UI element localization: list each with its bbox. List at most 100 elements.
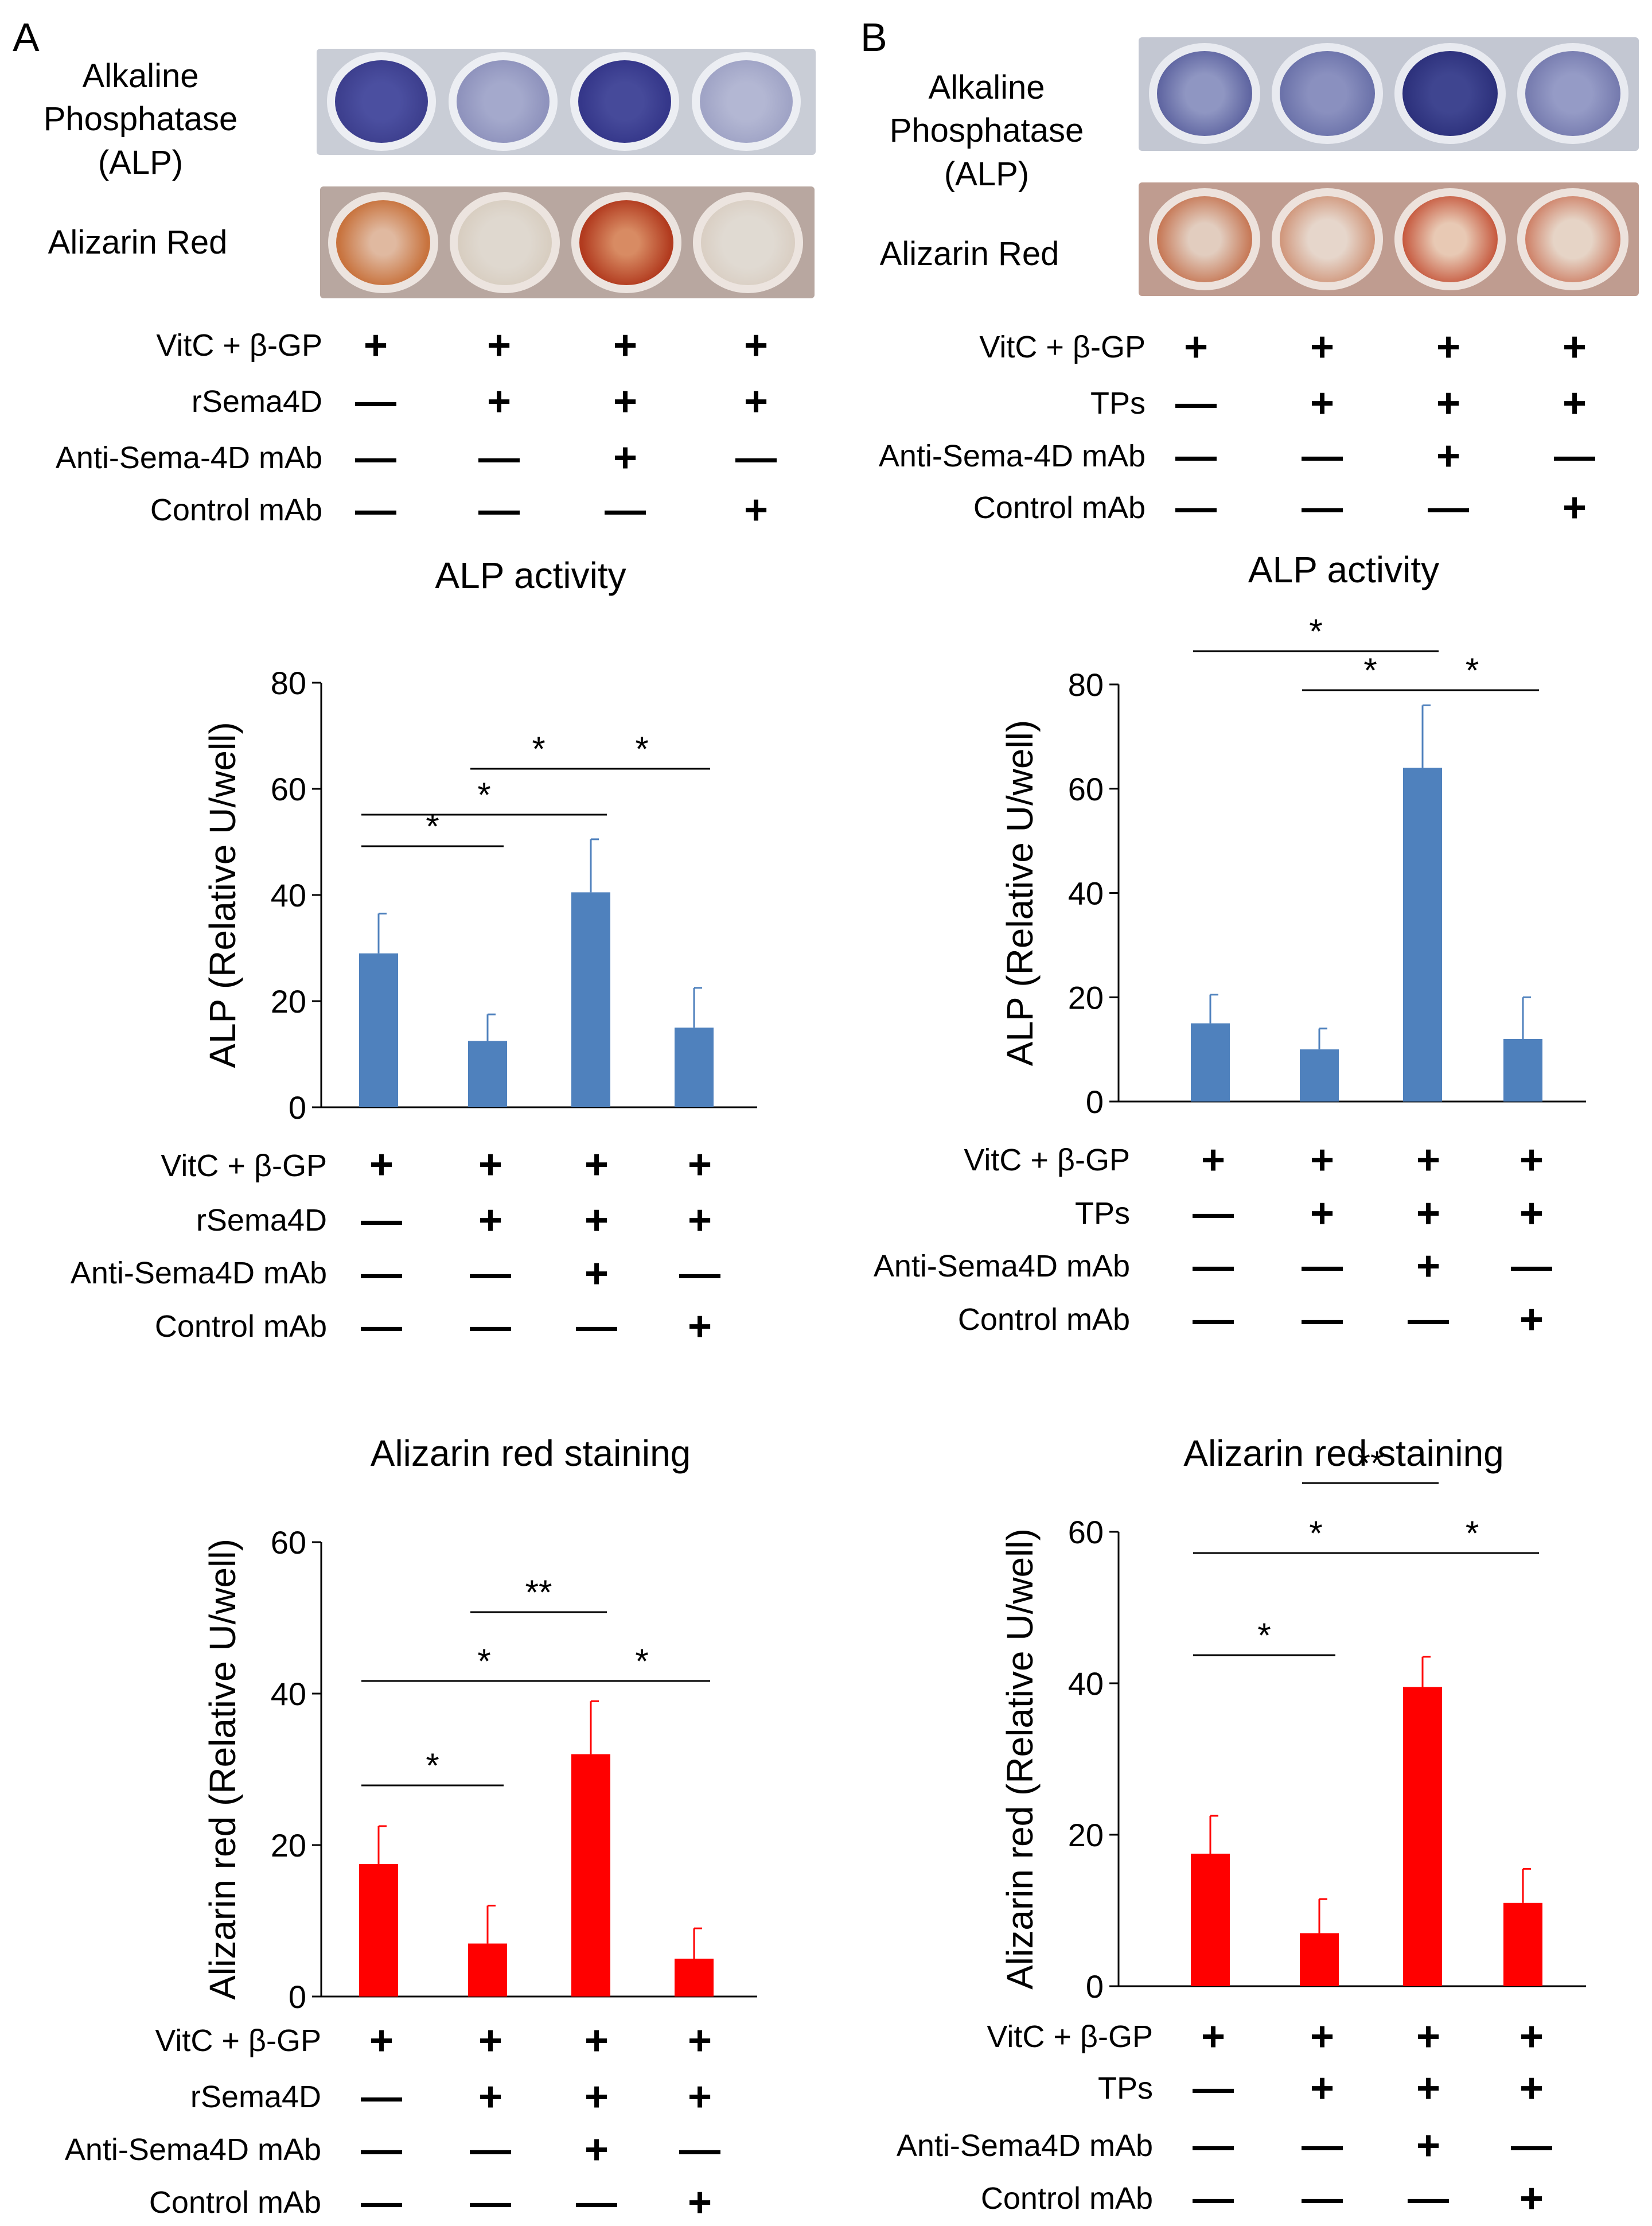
condition-mark: +: [1436, 433, 1461, 479]
alp-stain-label-b: Alkaline Phosphatase (ALP): [889, 69, 1084, 193]
alp-well: [1517, 43, 1628, 144]
condition-label: VitC + β-GP: [155, 2023, 321, 2058]
condition-mark: +: [743, 322, 769, 368]
alizarin-stain-label-a: Alizarin Red: [48, 224, 228, 261]
condition-mark: +: [1519, 2014, 1544, 2060]
condition-label: Control mAb: [980, 2181, 1153, 2216]
condition-mark: —: [1175, 380, 1217, 426]
alizarin-well: [1272, 188, 1383, 290]
condition-mark: —: [605, 487, 646, 533]
condition-mark: +: [687, 1303, 712, 1349]
condition-label: Anti-Sema-4D mAb: [55, 441, 322, 475]
condition-mark: +: [1201, 2014, 1226, 2060]
bar: [1403, 1687, 1442, 1986]
condition-mark: +: [1519, 2176, 1544, 2221]
bar: [675, 1959, 714, 1997]
condition-mark: +: [1416, 1243, 1441, 1289]
condition-mark: +: [1519, 2065, 1544, 2111]
bar: [359, 953, 398, 1107]
condition-label: Control mAb: [150, 493, 322, 527]
condition-label: Anti-Sema4D mAb: [70, 1256, 327, 1290]
condition-mark: +: [1310, 380, 1335, 426]
alp-well-plate-b: [1139, 37, 1639, 151]
bar: [1300, 1933, 1339, 1986]
condition-mark: —: [361, 1251, 402, 1297]
condition-mark: —: [1554, 433, 1595, 479]
condition-mark: +: [1562, 380, 1587, 426]
condition-label: VitC + β-GP: [156, 328, 322, 363]
condition-mark: —: [478, 487, 520, 533]
condition-mark: —: [355, 487, 396, 533]
condition-mark: —: [1302, 1297, 1343, 1342]
significance-mark: *: [1466, 1514, 1479, 1552]
y-tick-label: 40: [271, 1676, 306, 1712]
panel-letter-a: A: [13, 15, 40, 60]
condition-mark: —: [576, 1303, 617, 1349]
condition-label: TPs: [1097, 2071, 1153, 2106]
alizarin-well-plate-a: [320, 186, 815, 298]
condition-label: Control mAb: [149, 2185, 321, 2220]
condition-mark: +: [486, 379, 512, 425]
alizarin-well: [571, 192, 681, 293]
condition-mark: +: [743, 379, 769, 425]
y-axis-label: ALP (Relative U/well): [202, 722, 243, 1068]
condition-mark: —: [361, 1303, 402, 1349]
condition-mark: +: [1416, 2014, 1441, 2060]
panel-letter-b: B: [860, 15, 887, 60]
condition-mark: +: [613, 379, 638, 425]
condition-mark: +: [1183, 324, 1209, 370]
y-axis-label: Alizarin red (Relative U/well): [202, 1539, 243, 2000]
condition-label: rSema4D: [196, 1203, 327, 1237]
condition-mark: +: [613, 322, 638, 368]
bar: [675, 1028, 714, 1107]
condition-mark: —: [470, 2180, 511, 2225]
significance-mark: *: [477, 1642, 490, 1680]
y-axis-label: ALP (Relative U/well): [999, 720, 1041, 1066]
condition-mark: +: [1310, 1137, 1335, 1183]
condition-label: Anti-Sema4D mAb: [896, 2128, 1153, 2163]
condition-label: Control mAb: [973, 491, 1146, 525]
condition-mark: +: [1201, 1137, 1226, 1183]
alp-well: [1394, 43, 1506, 144]
significance-mark: *: [635, 1642, 648, 1680]
condition-label: Control mAb: [154, 1309, 327, 1344]
condition-mark: +: [1519, 1190, 1544, 1236]
condition-mark: +: [478, 1197, 503, 1243]
condition-label: rSema4D: [190, 2080, 321, 2114]
condition-mark: +: [687, 1197, 712, 1243]
alizarin-well: [450, 192, 560, 293]
y-tick-label: 20: [1068, 1817, 1104, 1853]
y-tick-label: 40: [1068, 875, 1104, 912]
condition-mark: —: [470, 1251, 511, 1297]
significance-mark: *: [426, 1746, 439, 1785]
alizarin-well: [1394, 188, 1506, 290]
alp-well: [1272, 43, 1383, 144]
y-tick-label: 0: [289, 1089, 306, 1126]
condition-label: VitC + β-GP: [964, 1143, 1130, 1177]
condition-mark: —: [470, 1303, 511, 1349]
condition-mark: —: [1302, 1243, 1343, 1289]
bar: [571, 1754, 610, 1997]
y-tick-label: 60: [271, 1524, 306, 1560]
y-tick-label: 40: [1068, 1665, 1104, 1702]
alizarin-red-chart-b: Alizarin red staining Alizarin red (Relat…: [999, 1433, 1586, 2005]
alizarin-well: [693, 192, 803, 293]
chart-title: ALP activity: [1248, 549, 1439, 590]
alizarin-well: [1149, 188, 1260, 290]
condition-mark: +: [1436, 380, 1461, 426]
condition-mark: +: [369, 1142, 394, 1188]
bar: [468, 1041, 507, 1107]
condition-label: Anti-Sema4D mAb: [873, 1249, 1130, 1283]
condition-mark: —: [361, 2180, 402, 2225]
chart-title: ALP activity: [435, 555, 626, 596]
y-tick-label: 80: [271, 665, 306, 701]
condition-mark: —: [1302, 2123, 1343, 2169]
alp-well: [327, 52, 436, 151]
condition-mark: +: [1416, 2123, 1441, 2169]
bar: [571, 892, 610, 1107]
condition-mark: —: [1302, 485, 1343, 531]
condition-mark: +: [743, 487, 769, 533]
condition-mark: +: [687, 1142, 712, 1188]
y-tick-label: 0: [1086, 1968, 1104, 2005]
condition-mark: +: [363, 322, 388, 368]
